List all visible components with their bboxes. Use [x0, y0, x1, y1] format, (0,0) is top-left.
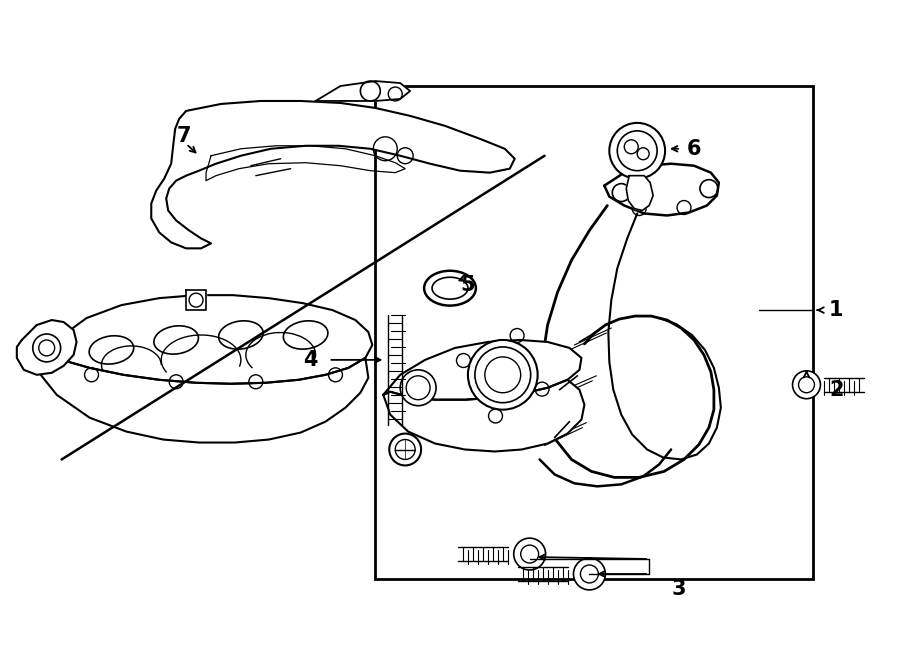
Text: 1: 1 — [829, 300, 843, 320]
Polygon shape — [542, 205, 714, 477]
Circle shape — [400, 370, 436, 406]
Polygon shape — [626, 175, 653, 211]
Polygon shape — [383, 380, 584, 451]
Polygon shape — [37, 352, 368, 442]
Polygon shape — [316, 81, 410, 101]
Text: 6: 6 — [687, 139, 701, 159]
Polygon shape — [186, 290, 206, 310]
Polygon shape — [151, 101, 515, 248]
Circle shape — [793, 371, 821, 399]
Polygon shape — [32, 295, 373, 384]
Text: 3: 3 — [671, 579, 687, 599]
Circle shape — [514, 538, 545, 570]
Polygon shape — [604, 164, 719, 216]
Polygon shape — [17, 320, 76, 375]
Circle shape — [468, 340, 537, 410]
Circle shape — [609, 123, 665, 179]
Ellipse shape — [424, 271, 476, 306]
Text: 2: 2 — [829, 380, 843, 400]
Circle shape — [573, 558, 606, 590]
Text: 4: 4 — [303, 350, 318, 370]
Circle shape — [390, 434, 421, 465]
Polygon shape — [383, 340, 581, 400]
Text: 5: 5 — [461, 275, 475, 295]
Text: 7: 7 — [177, 126, 192, 146]
Bar — [375, 86, 814, 579]
